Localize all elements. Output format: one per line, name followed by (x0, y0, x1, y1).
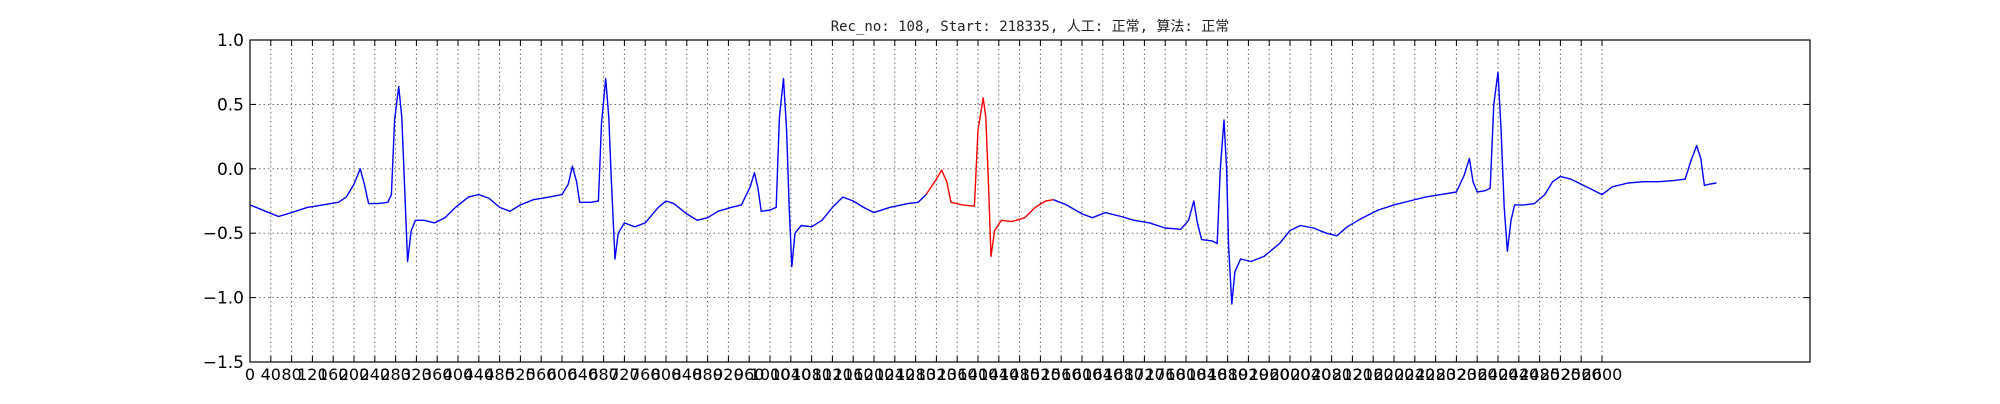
plot-frame (249, 39, 1811, 363)
x-tick-label: 80 (281, 365, 301, 384)
x-tick-label: 560 (526, 365, 557, 384)
x-tick-label: 1200 (854, 365, 895, 384)
x-tick-label: 520 (505, 365, 536, 384)
y-tick-label: 1.0 (217, 31, 244, 51)
x-tick-label: 1880 (1207, 365, 1248, 384)
chart-title: Rec_no: 108, Start: 218335, 人工: 正常, 算法: … (830, 19, 1230, 35)
grid-lines (250, 40, 1810, 362)
x-tick-label: 600 (547, 365, 578, 384)
x-axis: 0 40 8012016020024028032036040044048052056… (245, 40, 1622, 384)
y-tick-label: −0.5 (203, 224, 244, 244)
series-line-1 (249, 77, 927, 268)
y-axis: 1.0 0.5 0.0 −0.5 −1.0 −1.5 (203, 31, 1810, 373)
x-tick-label: 2000 (1270, 365, 1311, 384)
x-tick-label: 2280 (1415, 365, 1456, 384)
x-tick-label: 2080 (1311, 365, 1352, 384)
x-tick-label: 960 (734, 365, 765, 384)
x-tick-label: 1840 (1186, 365, 1227, 384)
series-line-3 (1053, 71, 1717, 305)
x-tick-label: 1760 (1145, 365, 1186, 384)
y-tick-label: 0.0 (217, 160, 244, 180)
x-tick-label: 160 (318, 365, 349, 384)
x-tick-label: 320 (401, 365, 432, 384)
x-tick-label: 240 (360, 365, 391, 384)
x-tick-label: 1720 (1124, 365, 1165, 384)
x-tick-label: 880 (692, 365, 723, 384)
y-tick-label: 0.5 (217, 95, 244, 115)
x-tick-label: 2560 (1561, 365, 1602, 384)
x-tick-label: 800 (651, 365, 682, 384)
x-tick-label: 120 (297, 365, 328, 384)
y-tick-label: −1.5 (203, 353, 244, 373)
x-tick-label: 1240 (874, 365, 915, 384)
x-tick-label: 1960 (1249, 365, 1290, 384)
y-tick-label: −1.0 (203, 289, 244, 309)
x-tick-label: 2440 (1498, 365, 1539, 384)
x-tick-label: 920 (713, 365, 744, 384)
x-tick-label: 1920 (1228, 365, 1269, 384)
x-tick-label: 1280 (895, 365, 936, 384)
x-tick-label: 440 (464, 365, 495, 384)
x-tick-label: 2520 (1540, 365, 1581, 384)
x-tick-label: 1480 (999, 365, 1040, 384)
x-tick-label: 2400 (1478, 365, 1519, 384)
x-tick-label: 1160 (833, 365, 874, 384)
series-group (249, 71, 1717, 305)
x-tick-label: 360 (422, 365, 453, 384)
x-tick-label: 1080 (791, 365, 832, 384)
x-tick-label: 280 (380, 365, 411, 384)
x-tick-label: 2120 (1332, 365, 1373, 384)
x-tick-label: 1640 (1082, 365, 1123, 384)
plot-background (250, 40, 1810, 362)
x-tick-label: 1800 (1166, 365, 1207, 384)
x-tick-label: 40 (261, 365, 281, 384)
x-tick-label: 1360 (937, 365, 978, 384)
x-tick-label: 680 (588, 365, 619, 384)
x-tick-label: 1680 (1103, 365, 1144, 384)
x-tick-label: 200 (339, 365, 370, 384)
x-tick-label: 1000 (750, 365, 791, 384)
x-tick-label: 2240 (1394, 365, 1435, 384)
x-tick-label: 840 (672, 365, 703, 384)
x-tick-label: 2160 (1353, 365, 1394, 384)
x-tick-label: 1120 (812, 365, 853, 384)
x-tick-label: 760 (630, 365, 661, 384)
x-tick-label: 1440 (978, 365, 1019, 384)
x-tick-label: 480 (484, 365, 515, 384)
x-tick-label: 1400 (958, 365, 999, 384)
x-tick-label: 2600 (1582, 365, 1623, 384)
x-tick-label: 1520 (1020, 365, 1061, 384)
x-tick-label: 2040 (1290, 365, 1331, 384)
x-tick-label: 0 (245, 365, 255, 384)
x-tick-label: 1040 (770, 365, 811, 384)
x-tick-label: 640 (568, 365, 599, 384)
x-tick-label: 2480 (1519, 365, 1560, 384)
x-tick-label: 1320 (916, 365, 957, 384)
x-tick-label: 2360 (1457, 365, 1498, 384)
x-tick-label: 2200 (1374, 365, 1415, 384)
x-tick-label: 2320 (1436, 365, 1477, 384)
x-tick-label: 1560 (1041, 365, 1082, 384)
x-tick-label: 720 (609, 365, 640, 384)
x-tick-label: 1600 (1062, 365, 1103, 384)
series-line-2 (925, 97, 1054, 258)
x-tick-label: 400 (443, 365, 474, 384)
